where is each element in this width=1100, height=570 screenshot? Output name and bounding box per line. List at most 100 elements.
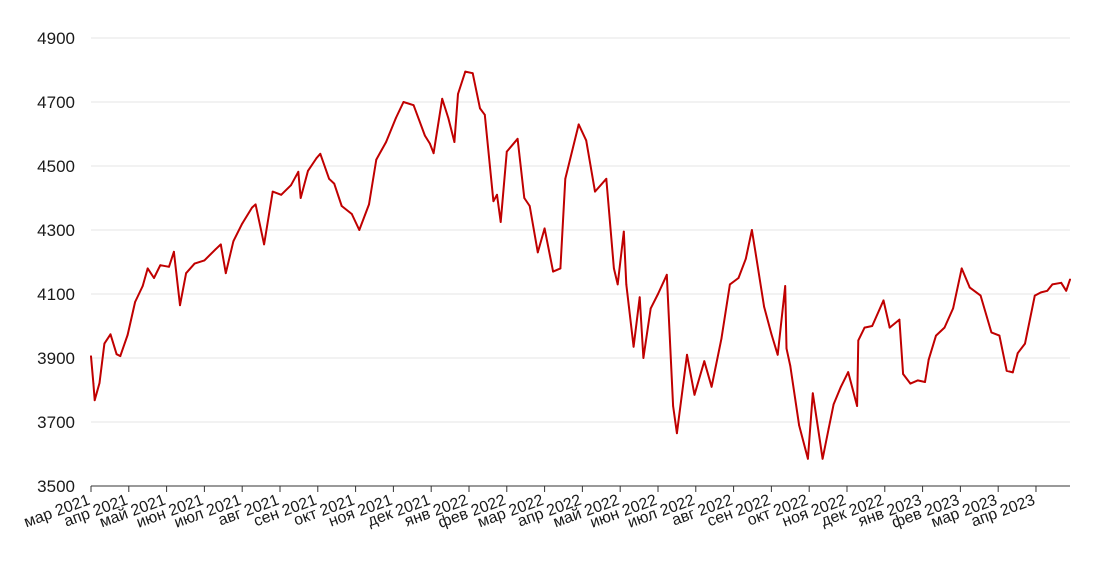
data-point	[126, 334, 129, 336]
data-point	[328, 177, 330, 180]
data-point	[412, 104, 415, 107]
data-point	[585, 139, 588, 142]
data-point	[998, 334, 1001, 337]
data-point	[552, 270, 554, 273]
data-point	[676, 432, 678, 435]
data-point	[319, 152, 322, 155]
data-point	[109, 333, 112, 336]
data-point	[263, 243, 265, 246]
data-point	[499, 221, 502, 223]
data-point	[173, 250, 175, 253]
data-point	[146, 267, 149, 270]
data-point	[888, 326, 891, 329]
data-point	[840, 385, 842, 388]
data-point	[471, 72, 474, 75]
data-point	[693, 393, 696, 396]
data-point	[1060, 281, 1063, 284]
data-point	[516, 137, 519, 140]
data-point	[424, 134, 426, 137]
data-point	[134, 301, 137, 303]
data-point	[751, 229, 753, 231]
data-point	[649, 307, 652, 310]
y-tick-label-3500: 3500	[37, 477, 75, 496]
y-tick-label-3900: 3900	[37, 349, 75, 368]
data-point	[632, 345, 635, 348]
data-point	[665, 273, 668, 276]
data-point	[505, 150, 508, 153]
data-point	[744, 257, 747, 260]
y-tick-label-4500: 4500	[37, 157, 75, 176]
data-point	[1011, 371, 1014, 374]
data-point	[979, 294, 982, 297]
data-point	[577, 123, 580, 126]
data-point	[832, 403, 835, 406]
y-axis-ticks: 3500 3700 3900 4100 4300 4500 4700 4900	[37, 29, 75, 496]
data-point	[559, 267, 562, 270]
data-point	[297, 170, 300, 173]
data-point	[536, 251, 539, 254]
data-point	[271, 190, 274, 193]
data-point	[193, 262, 196, 265]
data-point	[119, 355, 122, 357]
data-point	[856, 405, 858, 407]
data-point	[350, 213, 353, 215]
data-point	[457, 93, 459, 95]
data-point	[871, 325, 874, 327]
data-point	[523, 197, 526, 199]
data-point	[453, 141, 456, 143]
data-point	[432, 152, 435, 155]
data-point	[784, 285, 787, 287]
data-point	[219, 243, 222, 246]
data-point	[340, 205, 343, 207]
data-point	[909, 382, 912, 385]
data-point	[847, 371, 850, 373]
data-point	[952, 307, 954, 310]
data-point	[153, 277, 155, 279]
data-point	[622, 230, 625, 233]
data-point	[496, 193, 498, 196]
data-point	[789, 365, 792, 367]
y-tick-label-4300: 4300	[37, 221, 75, 240]
data-point	[613, 267, 615, 270]
data-point	[857, 339, 860, 342]
data-point	[1040, 291, 1042, 294]
data-point	[280, 193, 283, 196]
data-point	[672, 405, 674, 407]
data-point	[90, 355, 92, 358]
data-point	[798, 424, 800, 427]
data-point	[254, 203, 257, 206]
data-point	[141, 285, 144, 287]
data-point	[1069, 278, 1071, 281]
data-point	[492, 200, 495, 203]
data-point	[168, 265, 170, 268]
data-point	[241, 222, 244, 225]
data-point	[827, 427, 830, 430]
data-point	[935, 334, 937, 337]
data-point	[429, 142, 431, 145]
data-point	[770, 333, 773, 335]
data-point	[1046, 289, 1049, 292]
data-point	[115, 353, 118, 356]
data-point	[92, 382, 95, 385]
data-point	[882, 299, 885, 302]
data-point	[315, 157, 318, 159]
y-tick-label-4900: 4900	[37, 29, 75, 48]
data-point	[93, 399, 96, 402]
data-point	[657, 293, 659, 295]
data-point	[232, 240, 235, 243]
data-point	[103, 342, 106, 345]
y-tick-label-3700: 3700	[37, 413, 75, 432]
data-point	[1024, 342, 1026, 345]
data-point	[625, 283, 628, 286]
data-point	[395, 117, 397, 119]
data-point	[179, 304, 181, 307]
data-point	[159, 264, 162, 267]
data-point	[1005, 369, 1008, 372]
data-point	[479, 107, 481, 110]
data-point	[902, 373, 904, 375]
data-point	[483, 113, 486, 116]
data-point	[447, 117, 450, 119]
y-tick-label-4700: 4700	[37, 93, 75, 112]
